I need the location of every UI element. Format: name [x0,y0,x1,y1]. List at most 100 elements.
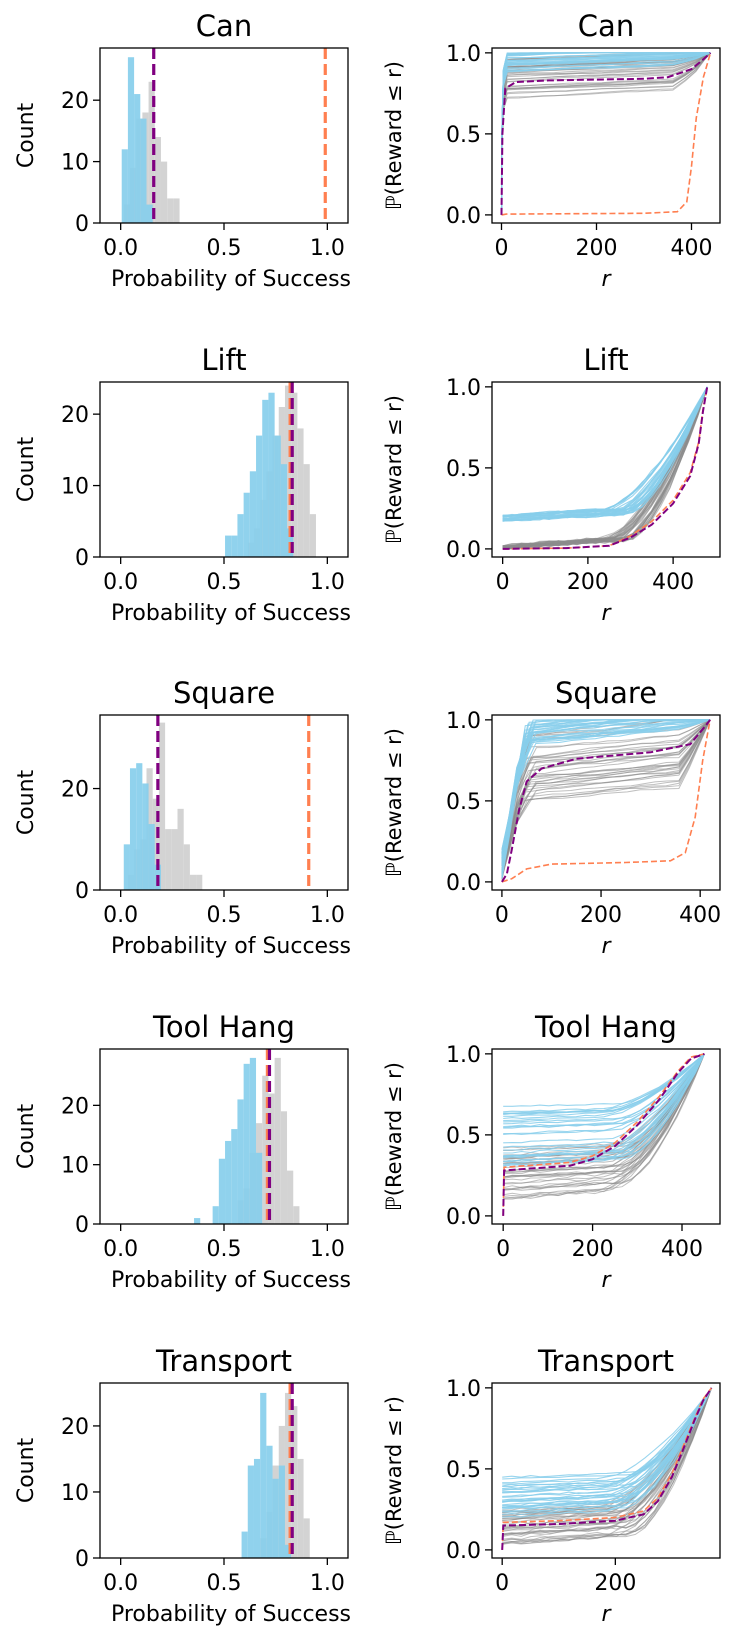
blue-cdf-line [501,719,711,855]
blue-cdf-line [500,52,711,215]
purple-cdf-line [500,52,712,215]
x-axis-label: r [601,267,612,292]
blue-bar [225,1140,232,1224]
y-tick-label: 0.0 [446,871,481,896]
gray-bar [154,137,161,223]
blue-bar [136,763,143,890]
blue-cdf-line [502,1387,712,1498]
orange-cdf-line [501,52,712,216]
x-tick-label: 400 [652,570,694,595]
gray-bar [173,198,180,223]
chart-title: Transport [155,1344,292,1378]
gray-cdf-line [501,719,711,874]
x-tick-label: 0.5 [207,903,242,928]
y-tick-label: 0 [75,1213,89,1238]
gray-cdf-line [502,1387,712,1529]
gray-cdf-line [503,1053,705,1190]
blue-bar [212,1206,219,1224]
gray-cdf-line [502,1387,712,1542]
chart-title: Transport [537,1344,674,1378]
axes-frame [99,47,349,224]
x-tick-label: 1.0 [310,570,345,595]
gray-cdf-line [501,719,711,855]
blue-cdf-line [502,1387,712,1516]
gray-bar [177,808,184,890]
gray-cdf-line [501,719,711,873]
gray-bar [274,1057,281,1224]
blue-cdf-line [503,1053,705,1154]
chart-title: Square [555,676,657,710]
y-tick-label: 10 [61,1154,89,1179]
gray-bar [167,198,174,223]
x-axis-label: r [601,1602,612,1627]
y-axis-label: ℙ(Reward ≤ r) [382,395,406,544]
x-axis-label: Probability of Success [111,601,351,626]
histogram-panel-tool-hang: Tool Hang 0.0 0.5 1.0 0 10 20 Probability of Su… [14,1010,351,1293]
gray-cdf-line [502,1387,712,1540]
gray-cdf-line [501,52,711,215]
blue-cdf-line [503,1053,705,1151]
gray-cdf-line [502,386,708,548]
gray-bar [262,1075,269,1224]
x-tick-label: 0 [496,570,510,595]
blue-bar [272,1478,279,1558]
blue-bar [142,783,149,890]
blue-bar [225,535,232,557]
x-tick-label: 400 [671,236,713,261]
blue-bar [134,94,141,223]
blue-bar [146,204,153,223]
x-tick-label: 0 [495,1571,509,1596]
blue-cdf-line [503,1053,705,1129]
blue-cdf-line [500,52,711,215]
y-tick-label: 0.0 [446,538,481,563]
histogram-panel-transport: Transport 0.0 0.5 1.0 0 10 20 Probability of Su… [14,1344,351,1627]
blue-bar [237,1099,244,1224]
axes-frame [99,1382,349,1559]
gray-cdf-line [501,719,711,869]
cdf-panel-square: Square 0 200 400 0.0 0.5 1.0 r ℙ(Reward ≤ r) [382,676,721,959]
x-tick-label: 0.0 [103,236,138,261]
x-tick-label: 0 [495,903,509,928]
y-tick-label: 0 [75,212,89,237]
y-tick-label: 0.5 [446,457,481,482]
gray-cdf-line [503,1053,705,1199]
x-axis-label: r [601,934,612,959]
gray-bar [291,392,298,557]
x-tick-label: 0.5 [207,570,242,595]
y-tick-label: 20 [61,778,89,803]
y-tick-label: 0 [75,546,89,571]
y-tick-label: 10 [61,151,89,176]
blue-cdf-line [502,386,708,519]
y-tick-label: 20 [61,403,89,428]
gray-cdf-line [501,719,711,861]
gray-bar [287,1170,294,1224]
chart-title: Tool Hang [534,1010,677,1044]
blue-bar [260,1392,267,1558]
purple-cdf-line [501,1387,713,1550]
blue-bar [243,1063,250,1224]
gray-bar [303,1518,310,1558]
gray-cdf-line [501,52,711,215]
axes-frame [491,47,721,224]
y-tick-label: 0.0 [446,1205,481,1230]
x-tick-label: 0 [495,236,509,261]
chart-title: Can [578,9,634,43]
x-tick-label: 1.0 [310,1571,345,1596]
blue-bar [237,514,244,557]
histogram-panel-square: Square 0.0 0.5 1.0 0 20 Probability of Success… [14,676,351,959]
x-tick-label: 0.5 [207,1571,242,1596]
blue-bar [129,768,137,890]
chart-title: Lift [201,343,246,377]
axes-frame [491,381,721,558]
x-axis-label: Probability of Success [111,934,351,959]
blue-cdf-line [502,1387,712,1493]
axes-frame [491,714,721,891]
gray-cdf-line [501,52,711,215]
blue-cdf-line [501,719,711,863]
y-tick-label: 10 [61,475,89,500]
gray-cdf-line [501,52,711,215]
x-axis-label: r [601,601,612,626]
y-tick-label: 1.0 [446,1377,481,1402]
x-axis-label: Probability of Success [111,1268,351,1293]
blue-cdf-line [502,386,708,522]
